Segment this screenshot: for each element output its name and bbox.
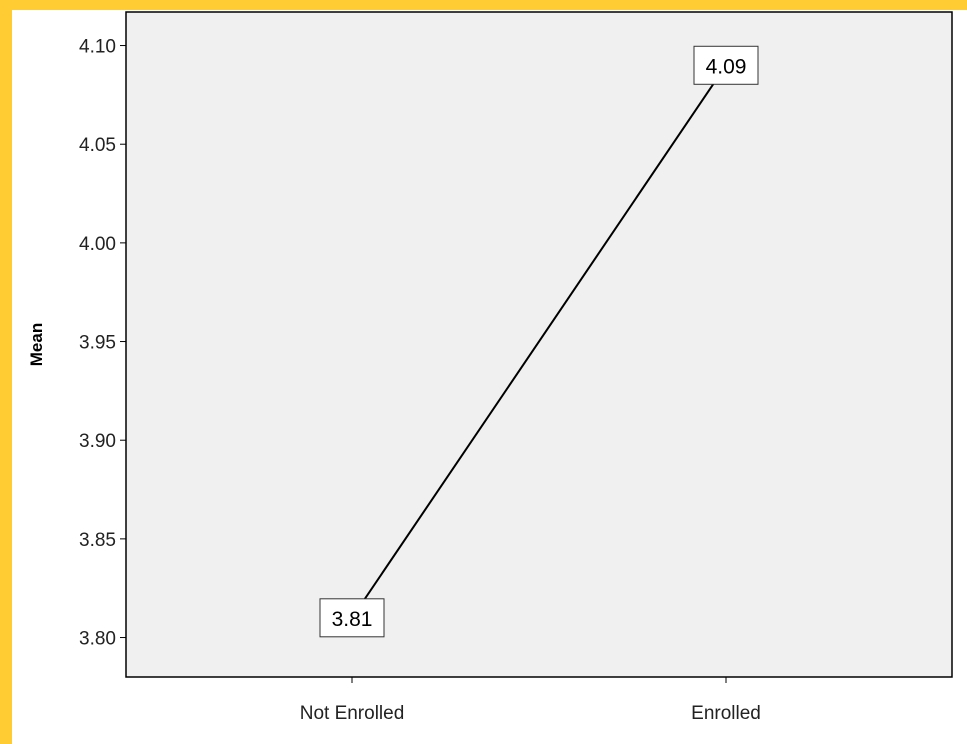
y-tick-label: 3.95 [79, 333, 116, 354]
frame-top-border [0, 0, 967, 10]
x-tick-label: Not Enrolled [300, 703, 405, 724]
y-tick-label: 3.85 [79, 530, 116, 551]
y-axis-title: Mean [27, 323, 46, 366]
y-tick-label: 4.05 [79, 135, 116, 156]
data-label-layer: 3.81 4.09 [319, 45, 759, 638]
y-tick-label: 4.10 [79, 37, 116, 58]
frame-left-border [0, 0, 12, 744]
y-tick-label: 4.00 [79, 234, 116, 255]
plot-area [125, 11, 953, 678]
y-axis: 3.80 3.85 3.90 3.95 4.00 4.05 4.10 [79, 37, 126, 650]
data-label: 4.09 [693, 45, 759, 85]
data-label-box [319, 598, 385, 638]
data-label: 3.81 [319, 598, 385, 638]
data-label-text: 4.09 [706, 55, 747, 78]
x-tick-label: Enrolled [691, 703, 761, 724]
data-label-box [693, 45, 759, 85]
data-label-text: 3.81 [332, 608, 373, 631]
x-axis: Not Enrolled Enrolled [300, 677, 761, 724]
y-tick-label: 3.90 [79, 431, 116, 452]
y-tick-label: 3.80 [79, 629, 116, 650]
series-line [351, 64, 727, 619]
